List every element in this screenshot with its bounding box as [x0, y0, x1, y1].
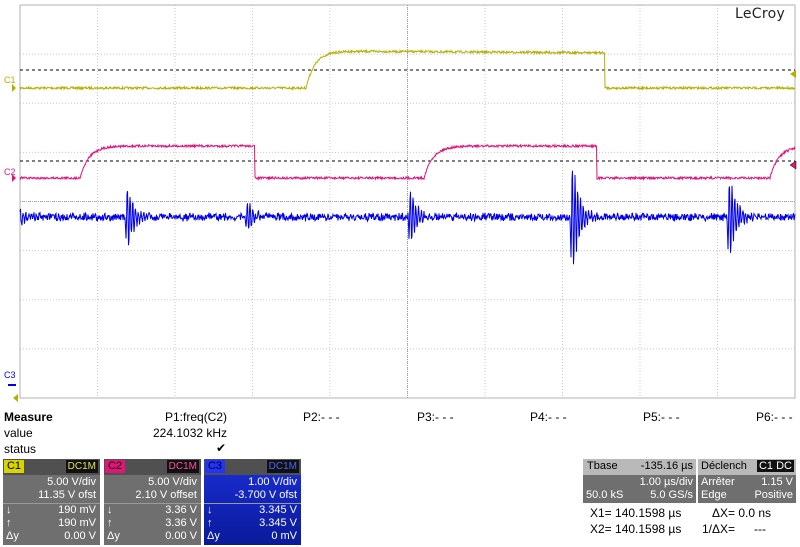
cursor-dx: ΔX= 0.0 ns: [712, 506, 772, 520]
channel-box-c2[interactable]: C2 DC1M 5.00 V/div 2.10 V offset ↓ 3.36 V ↑ 3.3…: [104, 459, 201, 545]
trace-c1: [19, 48, 796, 92]
channel-markers: [2, 70, 797, 402]
brand-logo: LeCroy: [733, 6, 788, 22]
timebase-per-div: 1.00 µs/div: [639, 476, 693, 488]
divider: [104, 503, 201, 504]
cursor-down-icon: ↓: [207, 504, 213, 516]
channel-tag: C2: [105, 460, 125, 473]
measure-row-value: value: [4, 426, 33, 440]
trigger-level-marker: [790, 70, 796, 78]
trigger-box[interactable]: Déclench C1 DC Arrêter 1.15 V Edge Posit…: [698, 459, 796, 503]
channel-box-c1[interactable]: C1 DC1M 5.00 V/div 11.35 V ofst ↓ 190 mV ↑ 190 …: [3, 459, 100, 545]
channel-vdiv: 5.00 V/div: [47, 476, 96, 488]
channel-cursor-up: 3.36 V: [165, 517, 197, 529]
timebase-samples: 50.0 kS: [586, 489, 624, 501]
delta-y-icon: Δy: [6, 530, 19, 542]
graticule: [19, 4, 796, 399]
channel-header: C3 DC1M: [204, 459, 301, 475]
param-p5-label[interactable]: P5:- - -: [643, 410, 680, 424]
channel-vdiv: 5.00 V/div: [148, 476, 197, 488]
param-p6-label[interactable]: P6:- - -: [756, 410, 793, 424]
trigger-time-marker: [13, 394, 18, 402]
cursor-up-icon: ↑: [107, 517, 113, 529]
grid-frame: [19, 4, 796, 399]
channel-offset: 2.10 V offset: [135, 489, 197, 501]
cursor-inv-dx-label: 1/ΔX=: [702, 522, 736, 536]
channel-offset: 11.35 V ofst: [38, 489, 96, 501]
param-p1-status: ✔: [216, 441, 227, 455]
channel-cursor-down: 3.345 V: [259, 504, 297, 516]
channel-cursor-down: 190 mV: [58, 504, 96, 516]
channel-coupling: DC1M: [65, 460, 98, 473]
channel-delta-y: 0.00 V: [165, 530, 197, 542]
trace-c3: [19, 170, 796, 265]
channel-offset: -3.700 V ofst: [234, 489, 297, 501]
channel-delta-y: 0 mV: [271, 530, 297, 542]
measure-table[interactable]: Measure value status P1:freq(C2) 224.103…: [0, 408, 800, 458]
measure-title: Measure: [4, 410, 53, 424]
trigger-type: Edge: [701, 489, 727, 501]
trigger-source: C1 DC: [756, 460, 794, 472]
cursor-inv-dx-value: ---: [754, 522, 766, 536]
trace-label-c1: C1: [4, 75, 16, 85]
reference-marker: [789, 160, 797, 170]
channel-cursor-up: 3.345 V: [259, 517, 297, 529]
param-p3-label[interactable]: P3:- - -: [417, 410, 454, 424]
channel-box-c3[interactable]: C3 DC1M 1.00 V/div -3.700 V ofst ↓ 3.345 V ↑ 3.…: [204, 459, 301, 545]
channel-vdiv: 1.00 V/div: [248, 476, 297, 488]
channel-cursor-down: 3.36 V: [165, 504, 197, 516]
cursor-x1: X1= 140.1598 µs: [590, 506, 682, 520]
param-p1-label[interactable]: P1:freq(C2): [165, 410, 228, 424]
cursor-up-icon: ↑: [207, 517, 213, 529]
trace-label-c3: C3: [4, 370, 16, 380]
delta-y-icon: Δy: [107, 530, 120, 542]
delta-y-icon: Δy: [207, 530, 220, 542]
timebase-label: Tbase: [587, 460, 618, 472]
c2-ground-marker: [2, 174, 16, 182]
timebase-box[interactable]: Tbase -135.16 µs 1.00 µs/div 50.0 kS 5.0…: [583, 459, 696, 503]
channel-header: C1 DC1M: [3, 459, 100, 475]
trace-label-c2: C2: [4, 167, 16, 177]
channel-tag: C3: [205, 460, 225, 473]
cursor-down-icon: ↓: [6, 504, 12, 516]
channel-cursor-up: 190 mV: [58, 517, 96, 529]
param-p4-label[interactable]: P4:- - -: [530, 410, 567, 424]
trigger-header: Déclench C1 DC: [698, 459, 796, 475]
timebase-rate: 5.0 GS/s: [650, 489, 693, 501]
cursor-down-icon: ↓: [107, 504, 113, 516]
trigger-slope: Positive: [754, 489, 793, 501]
measure-row-status: status: [4, 442, 37, 456]
param-p2-label[interactable]: P2:- - -: [303, 410, 340, 424]
channel-header: C2 DC1M: [104, 459, 201, 475]
trigger-mode: Arrêter: [701, 476, 735, 488]
waveform-screen[interactable]: [0, 0, 800, 408]
channel-coupling: DC1M: [166, 460, 199, 473]
channel-coupling: DC1M: [266, 460, 299, 473]
cursor-up-icon: ↑: [6, 517, 12, 529]
timebase-header: Tbase -135.16 µs: [583, 459, 696, 475]
channel-tag: C1: [4, 460, 24, 473]
timebase-delay: -135.16 µs: [640, 460, 693, 472]
waveform-traces: [19, 48, 796, 265]
divider: [3, 503, 100, 504]
channel-delta-y: 0.00 V: [64, 530, 96, 542]
param-p1-value: 224.1032 kHz: [153, 426, 228, 440]
scope-display[interactable]: LeCroy C1 C2 C3: [0, 0, 800, 408]
cursor-x2: X2= 140.1598 µs: [590, 522, 682, 536]
trigger-level: 1.15 V: [761, 476, 793, 488]
trace-c2: [19, 142, 796, 182]
divider: [204, 503, 301, 504]
c1-ground-marker: [2, 84, 16, 92]
trigger-label: Déclench: [701, 460, 747, 472]
